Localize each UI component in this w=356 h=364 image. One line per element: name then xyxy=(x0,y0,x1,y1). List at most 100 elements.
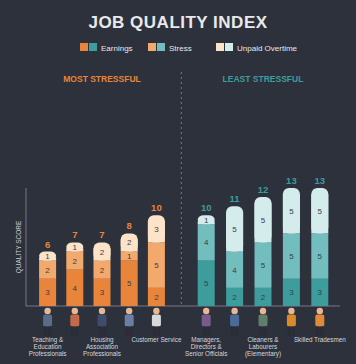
head xyxy=(203,308,209,314)
bar-segment xyxy=(226,206,243,251)
bar-segment-fill xyxy=(255,203,272,242)
legend-item: Stress xyxy=(148,43,192,53)
bar-segment xyxy=(283,233,300,278)
bar-segment xyxy=(255,242,272,287)
bar-segment-fill xyxy=(148,221,165,242)
total-label: 7 xyxy=(99,229,104,240)
leg xyxy=(71,327,74,336)
data-label: 5 xyxy=(261,261,266,270)
leg xyxy=(320,327,323,336)
bar-segment xyxy=(148,288,165,306)
leg xyxy=(288,327,291,336)
data-label: 5 xyxy=(289,207,294,216)
leg xyxy=(153,327,156,336)
body xyxy=(98,315,107,327)
leg xyxy=(264,327,267,336)
leg xyxy=(75,327,78,336)
category-label: Skilled Tradesmen xyxy=(294,336,346,343)
bar-segment xyxy=(39,261,56,279)
total-label: 10 xyxy=(201,202,212,213)
bar-segment xyxy=(311,188,328,233)
total-label: 11 xyxy=(230,193,241,204)
data-label: 1 xyxy=(127,252,132,261)
category-label: Teaching &EducationProfessionals xyxy=(29,336,67,357)
category-label: Managers,Directors &Senior Officials xyxy=(185,336,227,357)
body xyxy=(152,315,161,327)
leg xyxy=(207,327,210,336)
data-label: 2 xyxy=(127,238,132,247)
legend-swatch xyxy=(148,43,156,51)
data-label: 3 xyxy=(154,225,159,234)
bar-segment xyxy=(226,252,243,288)
data-label: 5 xyxy=(318,207,323,216)
head xyxy=(288,308,294,314)
data-label: 5 xyxy=(232,225,237,234)
data-label: 3 xyxy=(45,288,50,297)
leg xyxy=(103,327,106,336)
leg xyxy=(44,327,47,336)
body xyxy=(287,315,296,327)
leg xyxy=(231,327,234,336)
head xyxy=(153,308,159,314)
total-label: 12 xyxy=(258,184,269,195)
person-icon xyxy=(98,308,107,336)
data-label: 5 xyxy=(154,261,159,270)
data-label: 1 xyxy=(204,216,209,225)
background xyxy=(0,0,356,364)
head xyxy=(126,308,132,314)
bar-segment xyxy=(283,188,300,233)
data-label: 3 xyxy=(289,288,294,297)
body xyxy=(230,315,239,327)
bar-segment xyxy=(121,233,138,251)
bar-segment xyxy=(198,261,215,306)
body xyxy=(259,315,268,327)
data-label: 2 xyxy=(100,266,105,275)
bar-segment xyxy=(39,279,56,306)
data-label: 3 xyxy=(100,288,105,297)
person-icon xyxy=(125,308,134,336)
body xyxy=(70,315,79,327)
leg xyxy=(292,327,295,336)
category-label: Customer Service xyxy=(131,336,182,343)
data-label: 4 xyxy=(204,238,209,247)
leg xyxy=(130,327,133,336)
title: JOB QUALITY INDEX xyxy=(88,13,267,32)
head xyxy=(231,308,237,314)
leg xyxy=(99,327,102,336)
legend-swatch xyxy=(89,43,97,51)
data-label: 2 xyxy=(45,266,50,275)
legend-swatch xyxy=(157,43,165,51)
person-icon xyxy=(43,308,52,336)
bar-segment xyxy=(66,252,83,270)
data-label: 4 xyxy=(73,284,78,293)
body xyxy=(315,315,324,327)
bar-segment xyxy=(94,242,111,260)
bar-segment xyxy=(66,242,83,251)
data-label: 2 xyxy=(73,257,78,266)
bar-segment-fill xyxy=(121,239,138,251)
leg xyxy=(316,327,319,336)
data-label: 2 xyxy=(261,293,266,302)
data-label: 2 xyxy=(154,293,159,302)
head xyxy=(99,308,105,314)
bar-segment xyxy=(255,288,272,306)
bars xyxy=(39,188,328,306)
leg xyxy=(126,327,129,336)
body xyxy=(43,315,52,327)
data-label: 5 xyxy=(318,252,323,261)
y-axis-label: QUALITY SCORE xyxy=(15,220,23,273)
data-label: 5 xyxy=(127,279,132,288)
bar-segment xyxy=(66,270,83,306)
leg xyxy=(203,327,206,336)
bar-segment xyxy=(198,224,215,260)
person-icon xyxy=(152,308,161,336)
bar-segment xyxy=(121,252,138,261)
head xyxy=(317,308,323,314)
y-axis xyxy=(26,188,27,306)
legend-swatch xyxy=(80,43,88,51)
total-label: 8 xyxy=(127,220,132,231)
data-label: 5 xyxy=(289,252,294,261)
leg xyxy=(235,327,238,336)
bar-segment-fill xyxy=(94,248,111,260)
bar-segment-fill xyxy=(226,212,243,251)
